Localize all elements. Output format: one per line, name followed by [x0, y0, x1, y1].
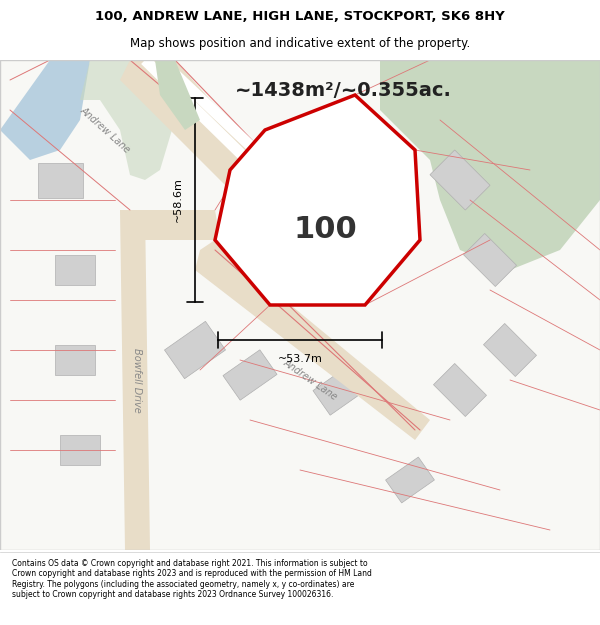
Polygon shape: [195, 240, 430, 440]
Text: Map shows position and indicative extent of the property.: Map shows position and indicative extent…: [130, 37, 470, 50]
Bar: [55, 255, 95, 285]
Polygon shape: [120, 210, 150, 550]
Text: Andrew Lane: Andrew Lane: [281, 357, 339, 402]
Text: Andrew Lane: Andrew Lane: [78, 105, 132, 155]
Bar: [484, 324, 536, 376]
Bar: [317, 182, 373, 238]
Polygon shape: [155, 60, 200, 130]
Bar: [164, 321, 226, 379]
Polygon shape: [80, 60, 175, 180]
Bar: [433, 364, 487, 416]
Bar: [430, 150, 490, 210]
Polygon shape: [215, 95, 420, 305]
Text: Bowfell Drive: Bowfell Drive: [132, 348, 142, 413]
Text: 100: 100: [293, 216, 357, 244]
Bar: [37, 162, 83, 198]
Text: ~58.6m: ~58.6m: [173, 177, 183, 222]
Polygon shape: [0, 60, 90, 160]
Text: Contains OS data © Crown copyright and database right 2021. This information is : Contains OS data © Crown copyright and d…: [12, 559, 372, 599]
Text: ~1438m²/~0.355ac.: ~1438m²/~0.355ac.: [235, 81, 452, 99]
Bar: [60, 435, 100, 465]
Bar: [313, 365, 367, 415]
Polygon shape: [380, 60, 600, 270]
Polygon shape: [120, 60, 290, 210]
Bar: [223, 350, 277, 400]
Polygon shape: [130, 210, 220, 240]
Bar: [266, 133, 334, 197]
Bar: [55, 345, 95, 375]
Bar: [463, 234, 517, 286]
Text: 100, ANDREW LANE, HIGH LANE, STOCKPORT, SK6 8HY: 100, ANDREW LANE, HIGH LANE, STOCKPORT, …: [95, 10, 505, 23]
Text: ~53.7m: ~53.7m: [278, 354, 322, 364]
Bar: [386, 457, 434, 503]
